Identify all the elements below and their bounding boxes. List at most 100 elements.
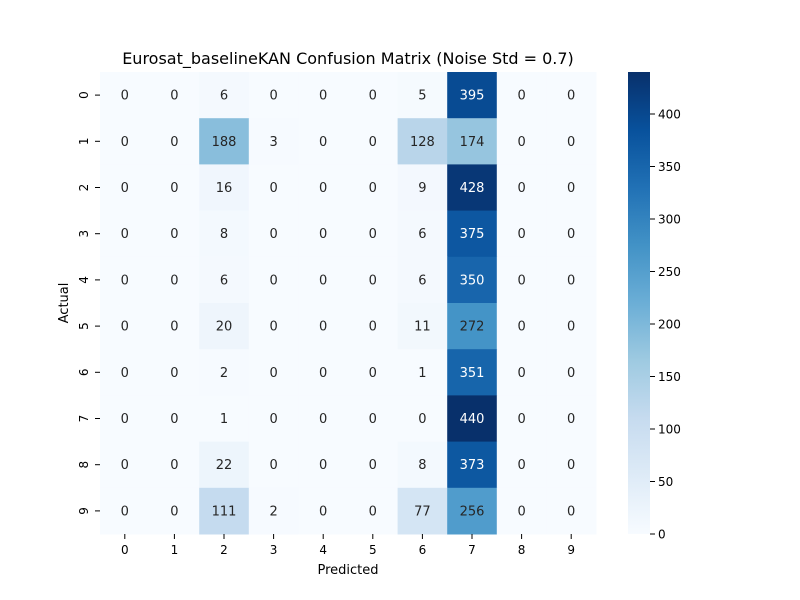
heatmap-cell-5-1 xyxy=(149,303,200,350)
x-tick-label-1: 1 xyxy=(171,543,179,557)
heatmap-cell-7-5 xyxy=(348,395,399,443)
heatmap-cell-1-1 xyxy=(149,118,200,165)
heatmap-cell-6-3 xyxy=(248,349,299,396)
cell-value-0-0: 0 xyxy=(121,89,129,104)
colorbar-tick-label-6: 300 xyxy=(658,213,681,227)
cell-value-9-3: 2 xyxy=(269,504,277,519)
cell-value-8-4: 0 xyxy=(319,458,327,473)
x-tick-label-7: 7 xyxy=(468,543,476,557)
heatmap-cell-7-7 xyxy=(447,395,498,443)
x-tick-label-2: 2 xyxy=(220,543,228,557)
cell-value-6-8: 0 xyxy=(517,366,525,381)
cell-value-8-7: 373 xyxy=(460,458,485,473)
heatmap-cells: 0 0 6 0 0 0 5 395 0 00 0 188 3 0 0 128 174 0 00 0 16 0 0 0 9 428 0… xyxy=(100,72,597,535)
colorbar-tick-label-7: 350 xyxy=(658,160,681,174)
heatmap-cell-4-2 xyxy=(199,256,250,304)
colorbar-tick-label-0: 0 xyxy=(658,528,666,542)
heatmap-cell-2-2 xyxy=(199,164,250,212)
cell-value-4-1: 0 xyxy=(170,273,178,288)
heatmap-cell-8-0 xyxy=(100,441,151,489)
cell-value-2-4: 0 xyxy=(319,181,327,196)
cell-value-5-5: 0 xyxy=(369,320,377,335)
cell-value-8-1: 0 xyxy=(170,458,178,473)
heatmap-cell-0-8 xyxy=(496,72,547,119)
heatmap-cell-4-4 xyxy=(298,256,349,304)
heatmap-cell-2-0 xyxy=(100,164,151,212)
cell-value-2-9: 0 xyxy=(567,181,575,196)
heatmap-cell-6-7 xyxy=(447,349,498,396)
cell-value-2-3: 0 xyxy=(269,181,277,196)
cell-value-1-9: 0 xyxy=(567,135,575,150)
x-axis-label: Predicted xyxy=(317,563,378,578)
cell-value-8-3: 0 xyxy=(269,458,277,473)
cell-value-1-6: 128 xyxy=(410,135,435,150)
heatmap-cell-9-3 xyxy=(248,487,299,535)
cell-value-9-0: 0 xyxy=(121,504,129,519)
cell-value-1-7: 174 xyxy=(460,135,485,150)
heatmap-cell-6-9 xyxy=(546,349,597,396)
cell-value-1-2: 188 xyxy=(212,135,237,150)
heatmap-cell-9-8 xyxy=(496,487,547,535)
y-tick-label-6: 6 xyxy=(77,368,91,376)
heatmap-cell-1-2 xyxy=(199,118,250,165)
heatmap-cell-4-0 xyxy=(100,256,151,304)
heatmap-cell-7-6 xyxy=(397,395,448,443)
colorbar-tick-label-3: 150 xyxy=(658,370,681,384)
heatmap-cell-9-7 xyxy=(447,487,498,535)
heatmap-cell-9-6 xyxy=(397,487,448,535)
y-tick-label-2: 2 xyxy=(77,184,91,192)
cell-value-4-0: 0 xyxy=(121,273,129,288)
heatmap-cell-0-6 xyxy=(397,72,448,119)
cell-value-1-8: 0 xyxy=(517,135,525,150)
heatmap-cell-6-0 xyxy=(100,349,151,396)
heatmap-cell-8-2 xyxy=(199,441,250,489)
cell-value-7-3: 0 xyxy=(269,412,277,427)
x-tick-label-4: 4 xyxy=(319,543,327,557)
chart-title: Eurosat_baselineKAN Confusion Matrix (No… xyxy=(122,49,574,69)
heatmap-cell-9-2 xyxy=(199,487,250,535)
heatmap-cell-6-8 xyxy=(496,349,547,396)
cell-value-5-7: 272 xyxy=(460,320,485,335)
heatmap-cell-7-2 xyxy=(199,395,250,443)
cell-value-3-9: 0 xyxy=(567,227,575,242)
cell-value-5-6: 11 xyxy=(414,320,431,335)
heatmap-cell-0-1 xyxy=(149,72,200,119)
cell-value-6-6: 1 xyxy=(418,366,426,381)
colorbar-tick-label-2: 100 xyxy=(658,423,681,437)
cell-value-9-2: 111 xyxy=(212,504,237,519)
cell-value-2-5: 0 xyxy=(369,181,377,196)
y-axis: 0 1 2 3 4 5 6 7 8 9 xyxy=(77,91,100,515)
heatmap-cell-1-6 xyxy=(397,118,448,165)
heatmap-cell-2-3 xyxy=(248,164,299,212)
heatmap-cell-0-0 xyxy=(100,72,151,119)
heatmap-cell-3-3 xyxy=(248,210,299,258)
heatmap-cell-4-9 xyxy=(546,256,597,304)
cell-value-9-5: 0 xyxy=(369,504,377,519)
heatmap-cell-4-7 xyxy=(447,256,498,304)
cell-value-9-1: 0 xyxy=(170,504,178,519)
cell-value-3-3: 0 xyxy=(269,227,277,242)
cell-value-5-9: 0 xyxy=(567,320,575,335)
heatmap-cell-4-6 xyxy=(397,256,448,304)
colorbar xyxy=(628,72,650,534)
heatmap-cell-7-4 xyxy=(298,395,349,443)
heatmap-cell-8-9 xyxy=(546,441,597,489)
y-tick-label-5: 5 xyxy=(77,322,91,330)
cell-value-3-2: 8 xyxy=(220,227,228,242)
heatmap-cell-7-9 xyxy=(546,395,597,443)
heatmap-cell-8-7 xyxy=(447,441,498,489)
cell-value-5-8: 0 xyxy=(517,320,525,335)
cell-value-4-5: 0 xyxy=(369,273,377,288)
heatmap-cell-2-8 xyxy=(496,164,547,212)
cell-value-7-7: 440 xyxy=(460,412,485,427)
heatmap-cell-2-7 xyxy=(447,164,498,212)
heatmap-cell-2-4 xyxy=(298,164,349,212)
y-tick-label-9: 9 xyxy=(77,507,91,515)
heatmap-cell-3-4 xyxy=(298,210,349,258)
cell-value-9-6: 77 xyxy=(414,504,431,519)
cell-value-4-7: 350 xyxy=(460,273,485,288)
cell-value-8-5: 0 xyxy=(369,458,377,473)
x-tick-label-3: 3 xyxy=(270,543,278,557)
heatmap-cell-7-3 xyxy=(248,395,299,443)
heatmap-cell-3-6 xyxy=(397,210,448,258)
